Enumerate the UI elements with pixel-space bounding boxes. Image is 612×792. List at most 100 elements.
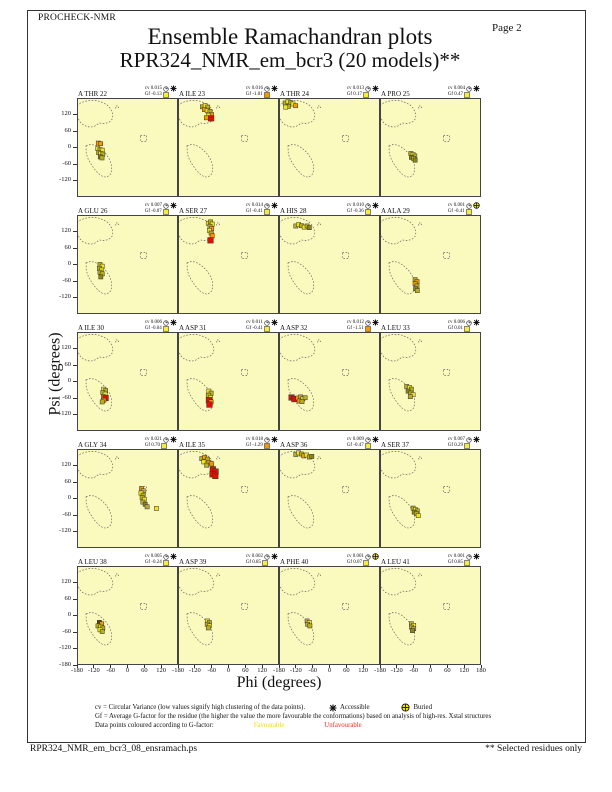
gf-square-icon bbox=[161, 443, 167, 449]
cv-dial-icon bbox=[163, 202, 169, 209]
accessible-icon bbox=[329, 704, 337, 711]
subplot-cell: A ILE 35 cv 0.018 Gf -1.29 bbox=[178, 436, 279, 548]
gf-value: Gf -0.13 bbox=[145, 92, 169, 98]
subplot-header: A PRO 25 cv 0.004 Gf 0.47 bbox=[380, 85, 481, 98]
subplot-cell: A HIS 28 cv 0.010 Gf -0.36 bbox=[279, 202, 380, 314]
cv-value: cv 0.018 bbox=[246, 436, 278, 443]
y-tick-label: 0 bbox=[67, 260, 71, 267]
cv-value: cv 0.006 bbox=[145, 319, 177, 326]
y-tick-mark bbox=[73, 465, 77, 466]
gf-square-icon bbox=[464, 92, 470, 98]
cv-value: cv 0.002 bbox=[246, 553, 278, 560]
figure-legend: cv = Circular Variance (low values signi… bbox=[95, 703, 545, 730]
y-tick-label: 120 bbox=[61, 461, 71, 468]
x-tick-mark bbox=[463, 665, 465, 668]
accessible-icon bbox=[473, 319, 480, 326]
ramachandran-plot bbox=[279, 449, 380, 548]
x-tick-label: 0 bbox=[428, 667, 433, 674]
ramachandran-plot bbox=[380, 332, 481, 431]
gf-value: Gf 0.70 bbox=[145, 443, 167, 449]
gf-square-icon bbox=[464, 326, 470, 332]
y-tick-mark bbox=[73, 397, 77, 399]
buried-icon bbox=[401, 703, 411, 712]
gf-value: Gf 0.17 bbox=[347, 92, 369, 98]
ramachandran-plot bbox=[178, 98, 279, 197]
residue-name: A LEU 38 bbox=[78, 558, 107, 566]
y-tick-mark bbox=[73, 648, 77, 649]
gf-value: Gf 0.01 bbox=[448, 326, 470, 332]
y-tick-label: 0 bbox=[67, 377, 71, 384]
accessible-icon bbox=[271, 436, 278, 443]
y-tick-label: -120 bbox=[59, 410, 71, 417]
x-tick-mark bbox=[362, 665, 364, 668]
accessible-icon bbox=[473, 436, 480, 443]
residue-name: A ASP 32 bbox=[280, 324, 308, 332]
x-tick-label: -60 bbox=[207, 667, 216, 674]
cv-value: cv 0.006 bbox=[448, 319, 480, 326]
legend-buried-label: Buried bbox=[413, 704, 432, 711]
gf-square-icon bbox=[363, 92, 369, 98]
gf-value: Gf 0.29 bbox=[448, 443, 470, 449]
x-tick-mark bbox=[228, 665, 229, 668]
subplot-header: A ASP 32 cv 0.012 Gf -1.51 bbox=[279, 319, 380, 332]
x-tick-label: 0 bbox=[125, 667, 130, 674]
gf-value: Gf -0.41 bbox=[448, 209, 472, 215]
x-tick-label: 0 bbox=[327, 667, 332, 674]
x-tick-mark bbox=[278, 665, 280, 668]
subplot-cell: A THR 22 cv 0.015 Gf -0.13 bbox=[77, 85, 178, 197]
subplot-cell: A ASP 36 cv 0.009 Gf -0.47 bbox=[279, 436, 380, 548]
cv-dial-icon bbox=[466, 202, 472, 209]
y-tick-mark bbox=[73, 664, 77, 666]
legend-unfavourable-label: Unfavourable bbox=[324, 722, 362, 729]
y-tick-label: 120 bbox=[61, 344, 71, 351]
gf-square-icon bbox=[364, 326, 371, 332]
x-axis-label: Phi (degrees) bbox=[236, 674, 322, 691]
ramachandran-plot bbox=[380, 566, 481, 665]
y-tick-label: 60 bbox=[64, 594, 72, 602]
y-tick-mark bbox=[73, 381, 77, 382]
cv-value: cv 0.007 bbox=[145, 202, 177, 209]
cv-dial-icon bbox=[264, 319, 270, 326]
x-tick-mark bbox=[244, 665, 246, 668]
y-tick-mark bbox=[73, 114, 77, 115]
gf-value: Gf -1.01 bbox=[246, 92, 270, 98]
gf-square-icon bbox=[263, 443, 270, 449]
residue-name: A ASP 39 bbox=[179, 558, 207, 566]
x-tick-label: -60 bbox=[308, 667, 317, 674]
y-tick-mark bbox=[73, 163, 77, 165]
x-tick-mark bbox=[93, 665, 95, 668]
gf-value: Gf 0.85 bbox=[448, 560, 470, 566]
residue-name: A LEU 33 bbox=[381, 324, 410, 332]
y-tick-mark bbox=[73, 348, 77, 349]
y-tick-mark bbox=[73, 364, 77, 366]
ramachandran-plot bbox=[380, 449, 481, 548]
ramachandran-plot bbox=[178, 215, 279, 314]
ramachandran-plot bbox=[279, 98, 380, 197]
accessible-icon bbox=[170, 202, 177, 209]
accessible-icon bbox=[271, 319, 278, 326]
y-tick-label: -120 bbox=[59, 527, 71, 534]
subplot-cell: A LEU 41 cv 0.001 Gf 0.85 bbox=[380, 553, 481, 665]
residue-name: A ASP 31 bbox=[179, 324, 207, 332]
y-tick-mark bbox=[73, 247, 77, 249]
y-tick-label: 0 bbox=[67, 143, 71, 150]
cv-dial-icon bbox=[365, 85, 371, 92]
cv-value: cv 0.001 bbox=[347, 553, 379, 560]
accessible-icon bbox=[271, 202, 278, 209]
ramachandran-plot bbox=[178, 566, 279, 665]
y-tick-label: -60 bbox=[62, 627, 71, 635]
y-tick-label: -60 bbox=[62, 159, 71, 167]
y-tick-mark bbox=[73, 264, 77, 265]
cv-dial-icon bbox=[163, 319, 169, 326]
x-tick-label: -120 bbox=[188, 667, 201, 674]
cv-dial-icon bbox=[466, 85, 472, 92]
subplot-cell: A ASP 31 cv 0.011 Gf -0.41 bbox=[178, 319, 279, 431]
x-tick-mark bbox=[76, 665, 78, 668]
subplot-cell: A ASP 39 cv 0.002 Gf 0.85 bbox=[178, 553, 279, 665]
cv-value: cv 0.011 bbox=[246, 319, 278, 326]
x-tick-mark bbox=[379, 665, 381, 668]
y-tick-label: -60 bbox=[62, 276, 71, 284]
ramachandran-plot bbox=[77, 332, 178, 431]
subplot-header: A LEU 33 cv 0.006 Gf 0.01 bbox=[380, 319, 481, 332]
cv-dial-icon bbox=[264, 202, 270, 209]
